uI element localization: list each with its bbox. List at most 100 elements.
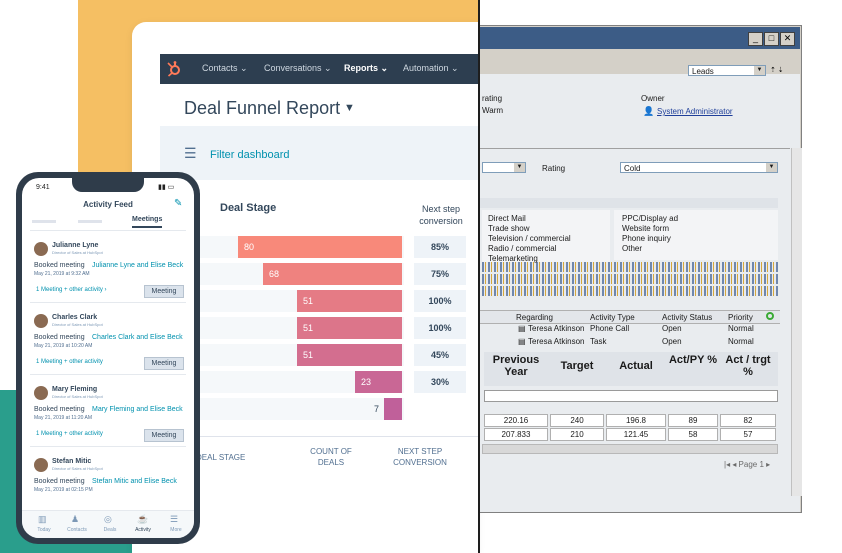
filter-dashboard-link[interactable]: Filter dashboard (210, 149, 290, 161)
col-regarding[interactable]: Regarding (516, 313, 553, 322)
performance-empty-row[interactable] (484, 390, 778, 402)
meeting-link[interactable]: Charles Clark and Elise Beck (92, 334, 183, 341)
meeting-link[interactable]: Julianne Lyne and Elise Beck (92, 262, 184, 269)
owner-label: Owner (641, 94, 665, 103)
source-option[interactable]: Trade show (488, 224, 530, 233)
activity-regarding[interactable]: Teresa Atkinson (528, 324, 585, 333)
source-option[interactable]: PPC/Display ad (622, 214, 679, 223)
performance-cell[interactable]: 220.16 (484, 414, 548, 427)
chevron-down-icon[interactable]: ▼ (514, 163, 525, 172)
funnel-bar[interactable] (384, 398, 402, 420)
tab-placeholder[interactable] (32, 220, 56, 223)
more-activity-link[interactable]: 1 Meeting + other activity › (36, 287, 107, 293)
funnel-bar-value: 23 (361, 377, 372, 387)
sort-arrows-icon[interactable]: ⇡ ⇣ (770, 67, 784, 74)
footer-next-step-conversion[interactable]: NEXT STEP CONVERSION (393, 447, 447, 467)
meeting-date: May 21, 2019 at 11:20 AM (34, 415, 93, 421)
view-select[interactable]: Leads ▼ (688, 65, 766, 76)
nav-contacts[interactable]: Contacts ⌄ (202, 63, 248, 73)
more-activity-link[interactable]: 1 Meeting + other activity (36, 431, 103, 437)
chevron-down-icon[interactable]: ▼ (754, 66, 765, 75)
hubspot-logo-icon[interactable] (166, 61, 182, 77)
col-priority[interactable]: Priority (728, 313, 753, 322)
performance-cell[interactable]: 89 (668, 414, 718, 427)
tab-deals[interactable]: Deals (103, 527, 117, 533)
activity-regarding[interactable]: Teresa Atkinson (528, 337, 585, 346)
funnel-bar[interactable] (263, 263, 402, 285)
horizontal-scrollbar[interactable] (482, 444, 778, 454)
tab-more[interactable]: More (170, 527, 182, 533)
owner-link[interactable]: System Administrator (657, 107, 733, 116)
footer-count-of-deals[interactable]: COUNT OF DEALS (310, 447, 352, 467)
source-list-right[interactable] (614, 210, 778, 260)
meeting-link[interactable]: Stefan Mitic and Elise Beck (92, 478, 177, 485)
col-previous-year: Previous Year (492, 354, 540, 378)
rating-select[interactable]: Cold ▼ (620, 162, 778, 173)
funnel-bar[interactable] (238, 236, 402, 258)
page-title[interactable]: Deal Funnel Report (184, 98, 341, 118)
performance-cell[interactable]: 82 (720, 414, 776, 427)
source-option[interactable]: Phone inquiry (622, 234, 671, 243)
rating-label: rating (482, 94, 503, 103)
pager[interactable]: |◂ ◂ Page 1 ▸ (724, 460, 771, 469)
performance-cell[interactable]: 57 (720, 428, 776, 441)
meeting-button[interactable]: Meeting (144, 357, 184, 370)
source-option[interactable]: Telemarketing (488, 254, 538, 263)
source-option[interactable]: Other (622, 244, 643, 253)
caret-down-icon[interactable]: ▼ (344, 102, 355, 114)
compose-icon[interactable]: ✎ (174, 198, 183, 209)
source-option[interactable]: Website form (622, 224, 669, 233)
source-option[interactable]: Direct Mail (488, 214, 526, 223)
funnel-bar[interactable] (355, 371, 402, 393)
meeting-link[interactable]: Mary Fleming and Elise Beck (92, 406, 183, 413)
contact-name[interactable]: Stefan Mitic (52, 458, 92, 465)
tab-contacts[interactable]: Contacts (67, 527, 87, 533)
performance-cell[interactable]: 210 (550, 428, 604, 441)
tab-today[interactable]: Today (37, 527, 51, 533)
col-activity-type[interactable]: Activity Type (590, 313, 635, 322)
contacts-icon[interactable]: ♟ (71, 514, 80, 524)
activity-icon[interactable]: ☕ (137, 514, 149, 524)
contact-name[interactable]: Mary Fleming (52, 386, 98, 393)
field-dropdown[interactable]: ▼ (482, 162, 526, 173)
document-icon: ▤ (518, 324, 526, 333)
source-option[interactable]: Radio / commercial (488, 244, 557, 253)
funnel-bar[interactable] (297, 290, 402, 312)
nav-reports[interactable]: Reports ⌄ (344, 63, 389, 73)
menu-icon[interactable]: ☰ (170, 514, 179, 524)
contact-name[interactable]: Charles Clark (52, 314, 98, 321)
chevron-down-icon[interactable]: ▼ (766, 163, 777, 172)
meeting-button[interactable]: Meeting (144, 429, 184, 442)
minimize-icon[interactable]: _ (748, 32, 763, 46)
funnel-bar[interactable] (297, 344, 402, 366)
pattern-strip (482, 262, 778, 272)
refresh-icon[interactable] (766, 312, 774, 320)
more-activity-link[interactable]: 1 Meeting + other activity (36, 359, 103, 365)
contact-name[interactable]: Julianne Lyne (52, 242, 99, 249)
maximize-icon[interactable]: □ (764, 32, 779, 46)
source-option[interactable]: Television / commercial (488, 234, 571, 243)
source-header (480, 198, 778, 208)
conversion-badge: 30% (414, 371, 466, 393)
footer-deal-stage[interactable]: DEAL STAGE (196, 453, 246, 462)
vertical-scrollbar[interactable] (791, 148, 802, 496)
tab-meetings[interactable]: Meetings (132, 216, 163, 228)
source-list-left[interactable] (482, 210, 610, 270)
deals-icon[interactable]: ◎ (104, 514, 112, 524)
sliders-icon[interactable]: ☰ (184, 145, 197, 161)
performance-cell[interactable]: 58 (668, 428, 718, 441)
funnel-bar[interactable] (297, 317, 402, 339)
performance-cell[interactable]: 207.833 (484, 428, 548, 441)
close-icon[interactable]: ✕ (780, 32, 795, 46)
performance-cell[interactable]: 240 (550, 414, 604, 427)
performance-cell[interactable]: 196.8 (606, 414, 666, 427)
nav-conversations[interactable]: Conversations ⌄ (264, 63, 332, 73)
nav-automation[interactable]: Automation ⌄ (403, 63, 459, 73)
performance-cell[interactable]: 121.45 (606, 428, 666, 441)
col-activity-status[interactable]: Activity Status (662, 313, 713, 322)
tab-placeholder[interactable] (78, 220, 102, 223)
tab-activity[interactable]: Activity (135, 527, 151, 533)
meeting-button[interactable]: Meeting (144, 285, 184, 298)
funnel-row-background (196, 398, 404, 420)
chart-icon[interactable]: ▥ (38, 514, 47, 524)
